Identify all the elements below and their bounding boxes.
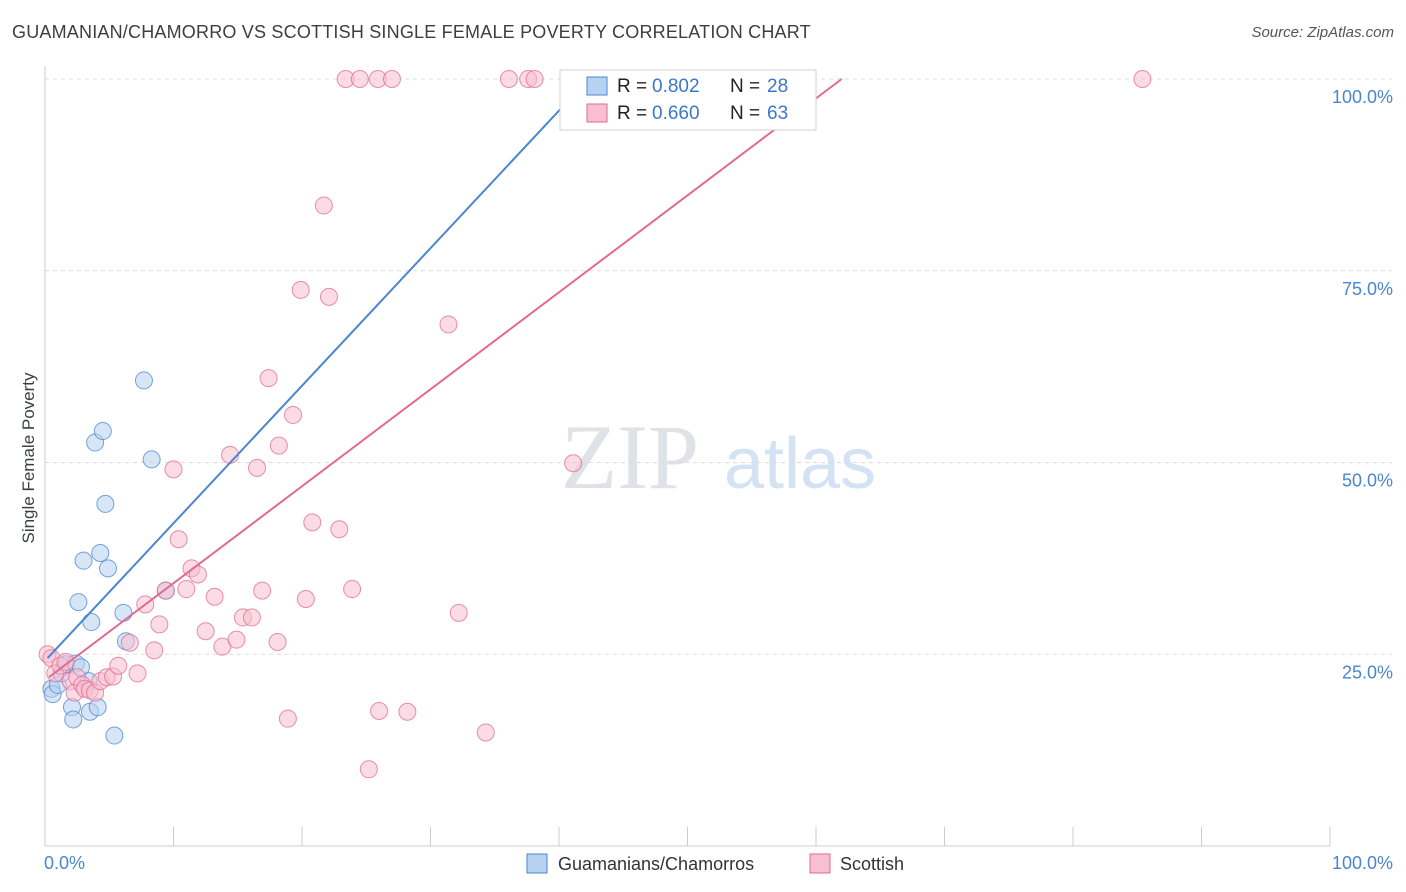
scottish-point-19 [145,641,164,660]
scottish-point-17 [128,664,147,683]
scottish-point-34 [248,458,267,477]
scottish-point-39 [278,709,297,728]
data-points [38,70,1152,779]
guamanian-point-13 [82,613,101,632]
scottish-point-54 [398,702,417,721]
scottish-point-36 [259,369,278,388]
y-tick-label-50: 50.0% [1342,471,1393,491]
scottish-point-58 [499,70,518,88]
legend-n-scottish: 63 [767,103,788,124]
legend-swatch-guamanian [586,76,608,96]
scottish-point-30 [221,445,240,464]
scottish-point-40 [284,405,303,424]
x-tick-label-min: 0.0% [44,853,85,873]
series-legend: Guamanians/Chamorros Scottish [526,853,904,874]
scottish-point-53 [382,70,401,88]
scottish-point-15 [109,656,128,675]
guamanian-point-23 [134,371,153,390]
scottish-point-44 [314,196,333,215]
guamanian-point-8 [69,593,88,612]
trend-lines [46,78,843,679]
svg-text:N =: N = [730,103,760,124]
grid [45,78,1392,655]
legend-bottom-swatch-guamanian [526,853,548,874]
scottish-point-49 [350,70,369,88]
svg-text:R =: R = [617,103,647,124]
guamanian-point-18 [96,494,115,513]
y-tick-label-100: 100.0% [1332,87,1393,107]
axes [44,66,1331,847]
scottish-trend-line [48,78,843,679]
guamanian-point-24 [142,450,161,469]
scottish-point-61 [564,454,583,473]
y-tick-label-25: 25.0% [1342,662,1393,682]
guamanian-point-10 [74,551,93,570]
scottish-point-20 [150,615,169,634]
scottish-point-47 [343,580,362,599]
guamanian-point-19 [98,559,117,578]
scottish-point-24 [177,580,196,599]
scottish-point-45 [319,287,338,306]
scottish-point-27 [196,622,215,641]
watermark-atlas: atlas [724,424,876,504]
legend-r-scottish: 0.660 [652,103,700,124]
scottish-point-35 [253,581,272,600]
legend-r-guamanian: 0.802 [652,76,700,97]
guamanian-point-7 [64,710,83,729]
scottish-point-55 [439,315,458,334]
scottish-point-4 [56,652,75,671]
legend-n-guamanian: 28 [767,76,788,97]
scottish-point-28 [205,587,224,606]
stats-legend: R = 0.802 N = 28 R = 0.660 N = 63 [559,69,817,131]
watermark: ZIP atlas [561,406,876,508]
scottish-point-33 [242,608,261,627]
legend-bottom-label-guamanian: Guamanians/Chamorros [558,854,754,874]
scottish-point-43 [303,513,322,532]
scottish-point-37 [268,632,287,651]
scottish-point-56 [449,603,468,622]
watermark-zip: ZIP [561,406,699,508]
scottish-point-41 [291,280,310,299]
legend-bottom-swatch-scottish [809,853,831,874]
scottish-point-22 [164,460,183,479]
y-tick-labels: 25.0% 50.0% 75.0% 100.0% [1332,87,1393,682]
y-axis-label: Single Female Poverty [19,372,38,544]
scottish-point-46 [330,520,349,539]
scottish-point-42 [296,590,315,609]
x-tick-label-max: 100.0% [1332,853,1393,873]
scottish-point-23 [169,530,188,549]
guamanian-point-17 [93,422,112,441]
legend-bottom-label-scottish: Scottish [840,854,904,874]
scottish-point-16 [120,633,139,652]
guamanian-point-16 [91,544,110,563]
svg-text:N =: N = [730,76,760,97]
y-tick-label-75: 75.0% [1342,279,1393,299]
source-label: Source: ZipAtlas.com [1251,24,1394,41]
legend-swatch-scottish [586,103,608,123]
scottish-point-62 [1133,70,1152,88]
svg-text:R =: R = [617,76,647,97]
chart-title: GUAMANIAN/CHAMORRO VS SCOTTISH SINGLE FE… [12,22,811,42]
scottish-point-60 [525,70,544,88]
scottish-point-50 [359,760,378,779]
scottish-point-31 [227,630,246,649]
scottish-point-52 [370,702,389,721]
guamanian-trend-line [46,78,590,659]
guamanian-point-20 [105,726,124,745]
scottish-point-57 [476,723,495,742]
scottish-point-38 [269,436,288,455]
guamanian-point-21 [114,603,133,622]
